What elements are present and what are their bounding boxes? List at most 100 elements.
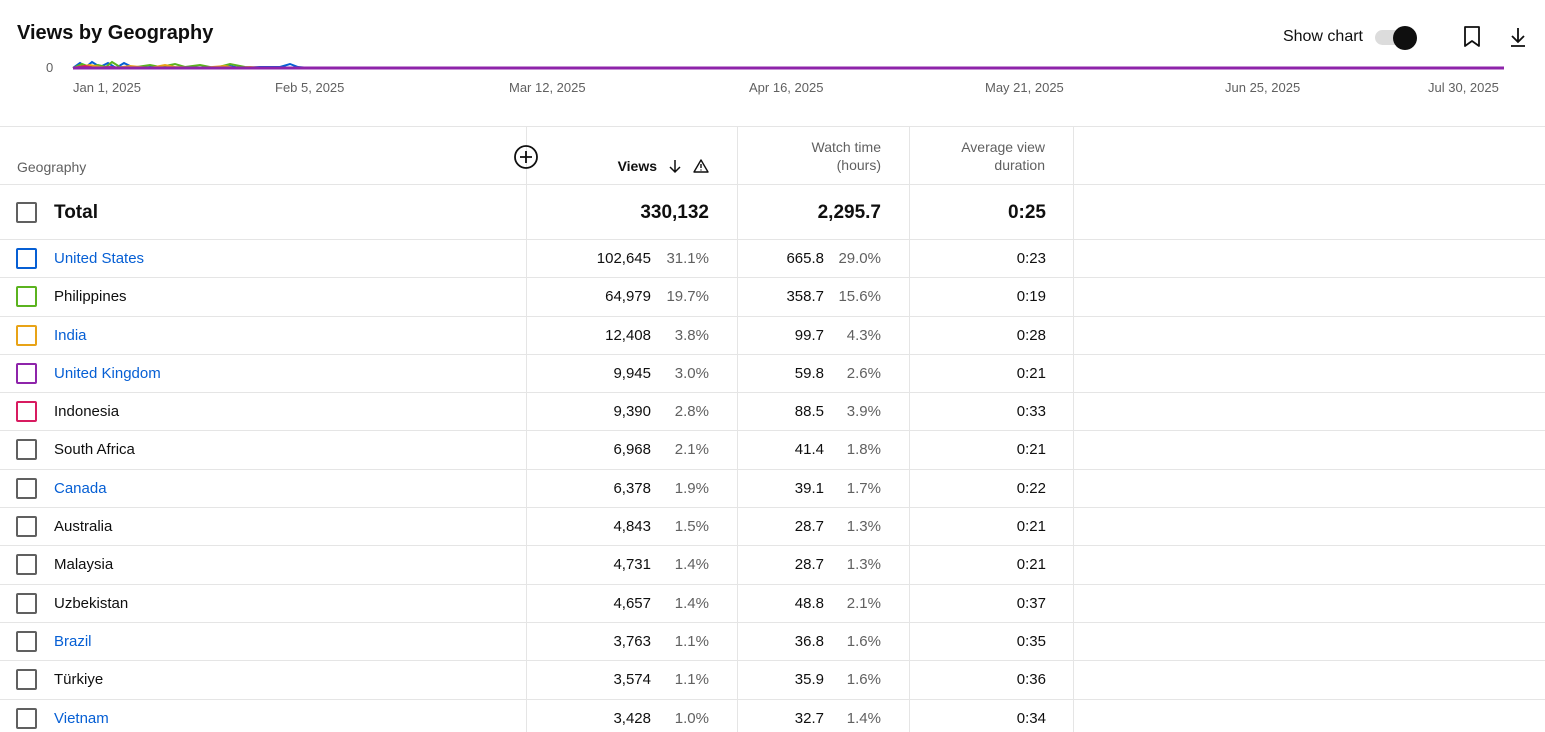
table-row: Malaysia 4,731 1.4% 28.7 1.3% 0:21: [0, 546, 1545, 585]
watch-time-value: 48.8: [794, 594, 824, 612]
table-row: Philippines 64,979 19.7% 358.7 15.6% 0:19: [0, 278, 1545, 317]
column-header-geography[interactable]: Geography: [17, 159, 87, 175]
views-percent: 1.1%: [674, 632, 709, 650]
views-value: 102,645: [596, 250, 651, 267]
x-tick-label: Mar 12, 2025: [509, 80, 586, 95]
average-view-duration-value: 0:21: [1016, 556, 1046, 574]
views-percent: 1.9%: [674, 479, 709, 497]
column-header-average-view-duration[interactable]: Average view duration: [910, 138, 1073, 174]
watch-time-percent: 1.7%: [846, 479, 881, 497]
views-value: 4,731: [613, 556, 651, 574]
watch-time-value: 28.7: [794, 518, 824, 536]
average-view-duration-value: 0:37: [1016, 594, 1046, 612]
views-value: 3,763: [613, 632, 651, 650]
column-divider: [526, 127, 527, 732]
sort-down-arrow-icon: [669, 160, 681, 174]
views-percent: 2.1%: [674, 441, 709, 459]
row-checkbox[interactable]: [16, 669, 37, 691]
watch-time-value: 35.9: [794, 671, 824, 689]
column-divider: [1073, 127, 1074, 732]
row-checkbox[interactable]: [16, 592, 37, 614]
watch-time-percent: 1.4%: [846, 709, 881, 727]
table-row: Indonesia 9,390 2.8% 88.5 3.9% 0:33: [0, 393, 1545, 432]
watch-time-percent: 1.3%: [846, 518, 881, 536]
add-column-button[interactable]: [513, 144, 539, 170]
download-button[interactable]: [1503, 22, 1533, 52]
table-row: Uzbekistan 4,657 1.4% 48.8 2.1% 0:37: [0, 585, 1545, 623]
column-header-views[interactable]: Views: [527, 157, 737, 175]
total-views: 330,132: [640, 202, 709, 223]
views-percent: 1.0%: [674, 709, 709, 727]
total-row: Total 330,132 2,295.7 0:25: [0, 185, 1545, 240]
warning-icon: [693, 159, 709, 173]
table-row: Brazil 3,763 1.1% 36.8 1.6% 0:35: [0, 623, 1545, 662]
average-view-duration-value: 0:21: [1016, 518, 1046, 536]
add-circle-icon: [514, 145, 538, 169]
average-view-duration-value: 0:33: [1016, 403, 1046, 421]
views-value: 64,979: [605, 288, 651, 306]
row-checkbox[interactable]: [16, 439, 37, 461]
table-row: Türkiye 3,574 1.1% 35.9 1.6% 0:36: [0, 661, 1545, 700]
bookmark-button[interactable]: [1457, 22, 1487, 52]
show-chart-toggle[interactable]: [1373, 22, 1417, 52]
geography-name[interactable]: Canada: [54, 479, 107, 497]
watch-time-value: 32.7: [794, 709, 824, 727]
views-value: 4,657: [613, 594, 651, 612]
row-checkbox[interactable]: [16, 516, 37, 538]
x-tick-label: Feb 5, 2025: [275, 80, 345, 95]
geography-name: Australia: [54, 518, 113, 536]
views-value: 9,945: [613, 364, 651, 382]
views-value: 4,843: [613, 518, 651, 536]
column-header-watch-time[interactable]: Watch time (hours): [738, 138, 909, 174]
watch-time-value: 28.7: [794, 556, 824, 574]
average-view-duration-value: 0:22: [1016, 479, 1046, 497]
watch-time-percent: 15.6%: [838, 288, 881, 306]
views-percent: 1.4%: [674, 556, 709, 574]
geography-name: Philippines: [54, 288, 127, 306]
total-average-view-duration: 0:25: [1007, 202, 1046, 223]
download-icon: [1511, 28, 1525, 47]
views-chart: 0 Jan 1, 2025 Feb 5, 2025 Mar 12, 2025 A…: [0, 55, 1545, 100]
toggle-thumb: [1393, 26, 1417, 50]
average-view-duration-value: 0:21: [1016, 441, 1046, 459]
page-title: Views by Geography: [17, 22, 214, 44]
row-checkbox[interactable]: [16, 248, 37, 269]
row-checkbox[interactable]: [16, 362, 37, 384]
watch-header-line2: (hours): [836, 157, 881, 173]
avd-header-line1: Average view: [961, 139, 1045, 155]
views-value: 6,378: [613, 479, 651, 497]
table-body: United States 102,645 31.1% 665.8 29.0% 0:23 P…: [0, 240, 1545, 732]
views-percent: 3.8%: [674, 326, 709, 344]
watch-time-percent: 1.6%: [846, 632, 881, 650]
geography-name[interactable]: United Kingdom: [54, 364, 161, 382]
views-percent: 1.4%: [674, 594, 709, 612]
watch-time-percent: 4.3%: [846, 326, 881, 344]
geography-name[interactable]: Brazil: [54, 632, 92, 650]
row-checkbox[interactable]: [16, 477, 37, 499]
x-tick-label: Jul 30, 2025: [1428, 80, 1499, 95]
views-percent: 1.5%: [674, 518, 709, 536]
row-checkbox[interactable]: [16, 707, 37, 729]
row-checkbox[interactable]: [16, 401, 37, 423]
watch-time-percent: 29.0%: [838, 250, 881, 267]
geography-name[interactable]: Vietnam: [54, 709, 109, 727]
watch-time-value: 665.8: [786, 250, 824, 267]
watch-time-value: 41.4: [794, 441, 824, 459]
table-row: India 12,408 3.8% 99.7 4.3% 0:28: [0, 317, 1545, 355]
views-value: 3,574: [613, 671, 651, 689]
geography-name[interactable]: India: [54, 326, 87, 344]
row-checkbox[interactable]: [16, 554, 37, 576]
views-percent: 2.8%: [674, 403, 709, 421]
views-percent: 31.1%: [666, 250, 709, 267]
geography-name: Uzbekistan: [54, 594, 129, 612]
table-row: South Africa 6,968 2.1% 41.4 1.8% 0:21: [0, 431, 1545, 470]
row-checkbox[interactable]: [16, 324, 37, 346]
watch-time-percent: 1.6%: [846, 671, 881, 689]
geography-name[interactable]: United States: [54, 250, 145, 267]
row-checkbox[interactable]: [16, 286, 37, 308]
row-checkbox[interactable]: [16, 630, 37, 652]
table-row: Australia 4,843 1.5% 28.7 1.3% 0:21: [0, 508, 1545, 547]
total-watch-time: 2,295.7: [817, 202, 881, 223]
total-checkbox[interactable]: [16, 202, 37, 223]
